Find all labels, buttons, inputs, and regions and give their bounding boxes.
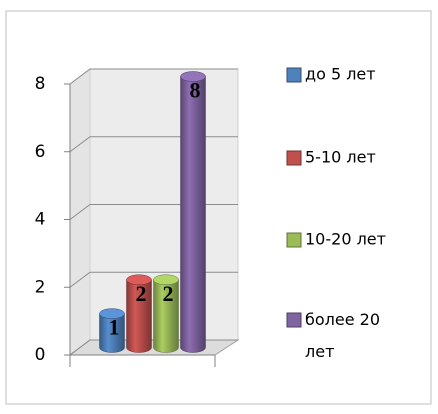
legend-swatch bbox=[286, 232, 302, 248]
data-label: 2 bbox=[136, 281, 147, 306]
bar-top bbox=[99, 308, 125, 319]
y-tick-label: 2 bbox=[35, 277, 46, 297]
legend-swatch bbox=[286, 312, 302, 328]
legend-label: до 5 лет bbox=[305, 65, 376, 84]
data-label: 1 bbox=[109, 315, 120, 340]
legend-label: 10-20 лет bbox=[305, 230, 386, 249]
legend-swatch bbox=[286, 150, 302, 166]
bar bbox=[180, 76, 206, 353]
bar-top bbox=[180, 71, 206, 82]
data-label: 8 bbox=[190, 78, 201, 103]
bar bbox=[126, 279, 152, 353]
y-tick-label: 4 bbox=[35, 210, 46, 230]
bar bbox=[153, 279, 179, 353]
data-label: 2 bbox=[163, 281, 174, 306]
y-tick-label: 0 bbox=[35, 345, 46, 365]
grid-line bbox=[69, 68, 238, 85]
bar-top bbox=[126, 274, 152, 285]
legend-label: более 20 лет bbox=[305, 310, 380, 361]
bar-top bbox=[153, 274, 179, 285]
bar bbox=[99, 313, 125, 353]
legend-swatch bbox=[286, 67, 302, 83]
y-tick-label: 6 bbox=[35, 142, 46, 162]
y-tick-label: 8 bbox=[35, 74, 46, 94]
legend-label: 5-10 лет bbox=[305, 148, 376, 167]
